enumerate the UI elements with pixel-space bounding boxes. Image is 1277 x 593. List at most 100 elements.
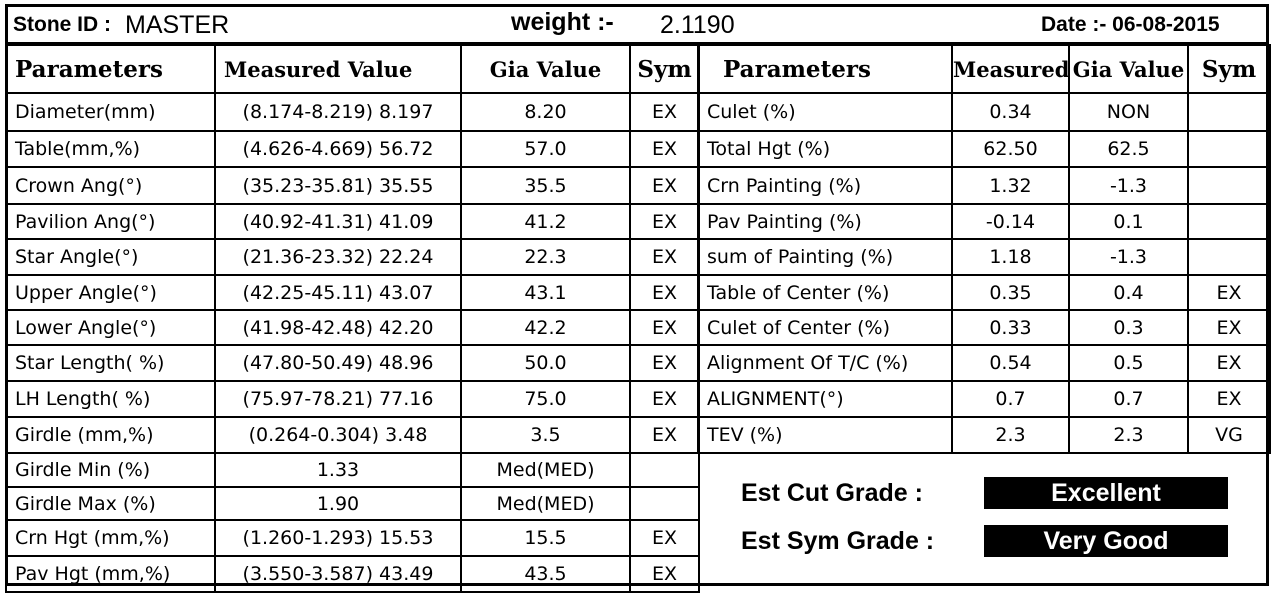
measured-value: -0.14 — [951, 203, 1070, 240]
measured-value: (42.25-45.11) 43.07 — [214, 274, 462, 311]
est-cut-grade-value: Excellent — [984, 477, 1228, 509]
param-name: Lower Angle(°) — [5, 309, 216, 346]
col-header-parameters: Parameters — [5, 44, 216, 94]
col-header-measured-value: Measured Value — [214, 44, 462, 94]
report-date: Date :- 06-08-2015 — [1041, 13, 1220, 36]
table-row: Table(mm,%) (4.626-4.669) 56.72 57.0 EX — [5, 130, 700, 168]
right-table-header: Parameters Measured Gia Value Sym — [697, 44, 1271, 94]
sym-value: EX — [1187, 274, 1271, 311]
stone-id-label: Stone ID : — [13, 13, 111, 36]
sym-value: EX — [629, 519, 700, 557]
table-row: LH Length( %) (75.97-78.21) 77.16 75.0 EX — [5, 380, 700, 418]
gia-value: 57.0 — [460, 130, 631, 168]
measured-value: 62.50 — [951, 130, 1070, 168]
table-row: Culet (%) 0.34 NON — [697, 92, 1271, 132]
param-name: Girdle Max (%) — [5, 486, 216, 521]
sym-value: EX — [629, 416, 700, 454]
gia-value: 0.3 — [1068, 309, 1189, 346]
sym-value: EX — [1187, 380, 1271, 418]
gia-value: 3.5 — [460, 416, 631, 454]
param-name: Table of Center (%) — [697, 274, 953, 311]
measured-value: (40.92-41.31) 41.09 — [214, 203, 462, 240]
col-header-parameters: Parameters — [697, 44, 953, 94]
gia-value: Med(MED) — [460, 486, 631, 521]
table-row: Upper Angle(°) (42.25-45.11) 43.07 43.1 EX — [5, 274, 700, 311]
left-table-header: Parameters Measured Value Gia Value Sym — [5, 44, 700, 94]
param-name: Girdle Min (%) — [5, 452, 216, 488]
sym-value: EX — [629, 344, 700, 382]
report-header: Stone ID : MASTER weight :- 2.1190 Date … — [5, 4, 1269, 42]
param-name: Star Length( %) — [5, 344, 216, 382]
table-row: Total Hgt (%) 62.50 62.5 — [697, 130, 1271, 168]
table-row: Pavilion Ang(°) (40.92-41.31) 41.09 41.2 EX — [5, 203, 700, 240]
param-name: Table(mm,%) — [5, 130, 216, 168]
param-name: Culet of Center (%) — [697, 309, 953, 346]
measured-value: (3.550-3.587) 43.49 — [214, 555, 462, 593]
gia-value: NON — [1068, 92, 1189, 132]
param-name: ALIGNMENT(°) — [697, 380, 953, 418]
gia-value: 41.2 — [460, 203, 631, 240]
col-header-sym: Sym — [1187, 44, 1271, 94]
measured-value: 2.3 — [951, 416, 1070, 454]
gia-value: -1.3 — [1068, 166, 1189, 205]
grade-panel: Est Cut Grade : Excellent Est Sym Grade … — [697, 452, 1269, 586]
sym-value: EX — [629, 274, 700, 311]
sym-value — [1187, 203, 1271, 240]
measured-value: 0.54 — [951, 344, 1070, 382]
gia-value: 43.5 — [460, 555, 631, 593]
sym-value — [629, 452, 700, 488]
param-name: LH Length( %) — [5, 380, 216, 418]
gia-value: 75.0 — [460, 380, 631, 418]
table-row: Girdle (mm,%) (0.264-0.304) 3.48 3.5 EX — [5, 416, 700, 454]
table-row: Pav Hgt (mm,%) (3.550-3.587) 43.49 43.5 EX — [5, 555, 700, 593]
measured-value: 0.33 — [951, 309, 1070, 346]
gia-value: 0.7 — [1068, 380, 1189, 418]
col-header-measured: Measured — [951, 44, 1070, 94]
param-name: Pav Painting (%) — [697, 203, 953, 240]
param-name: Girdle (mm,%) — [5, 416, 216, 454]
gia-value: 50.0 — [460, 344, 631, 382]
param-name: Pav Hgt (mm,%) — [5, 555, 216, 593]
table-row: TEV (%) 2.3 2.3 VG — [697, 416, 1271, 454]
sym-value: EX — [629, 238, 700, 276]
est-cut-grade-label: Est Cut Grade : — [741, 479, 923, 507]
param-name: Crown Ang(°) — [5, 166, 216, 205]
measured-value: 0.7 — [951, 380, 1070, 418]
est-sym-grade-label: Est Sym Grade : — [741, 527, 935, 555]
measured-value: (21.36-23.32) 22.24 — [214, 238, 462, 276]
param-name: Alignment Of T/C (%) — [697, 344, 953, 382]
header-divider — [5, 42, 1269, 45]
gia-value: 2.3 — [1068, 416, 1189, 454]
gia-value: 22.3 — [460, 238, 631, 276]
sym-value — [1187, 92, 1271, 132]
sym-value — [1187, 130, 1271, 168]
gia-value: 35.5 — [460, 166, 631, 205]
col-header-gia-value: Gia Value — [1068, 44, 1189, 94]
table-row: ALIGNMENT(°) 0.7 0.7 EX — [697, 380, 1271, 418]
sym-value — [1187, 238, 1271, 276]
table-row: Crn Hgt (mm,%) (1.260-1.293) 15.53 15.5 EX — [5, 519, 700, 557]
table-row: Diameter(mm) (8.174-8.219) 8.197 8.20 EX — [5, 92, 700, 132]
table-row: Lower Angle(°) (41.98-42.48) 42.20 42.2 EX — [5, 309, 700, 346]
weight-label: weight :- — [511, 8, 614, 36]
gia-value: 42.2 — [460, 309, 631, 346]
param-name: Diameter(mm) — [5, 92, 216, 132]
param-name: Upper Angle(°) — [5, 274, 216, 311]
sym-value: EX — [1187, 309, 1271, 346]
table-row: Pav Painting (%) -0.14 0.1 — [697, 203, 1271, 240]
gia-value: 62.5 — [1068, 130, 1189, 168]
table-row: Table of Center (%) 0.35 0.4 EX — [697, 274, 1271, 311]
weight-value: 2.1190 — [660, 11, 735, 39]
sym-value: EX — [629, 166, 700, 205]
gia-value: 0.1 — [1068, 203, 1189, 240]
measured-value: 0.35 — [951, 274, 1070, 311]
gia-value: 15.5 — [460, 519, 631, 557]
est-sym-grade-value: Very Good — [984, 525, 1228, 557]
param-name: Pavilion Ang(°) — [5, 203, 216, 240]
param-name: Culet (%) — [697, 92, 953, 132]
measured-value: 1.33 — [214, 452, 462, 488]
sym-value: EX — [629, 92, 700, 132]
table-row: sum of Painting (%) 1.18 -1.3 — [697, 238, 1271, 276]
table-row: Culet of Center (%) 0.33 0.3 EX — [697, 309, 1271, 346]
gia-value: Med(MED) — [460, 452, 631, 488]
